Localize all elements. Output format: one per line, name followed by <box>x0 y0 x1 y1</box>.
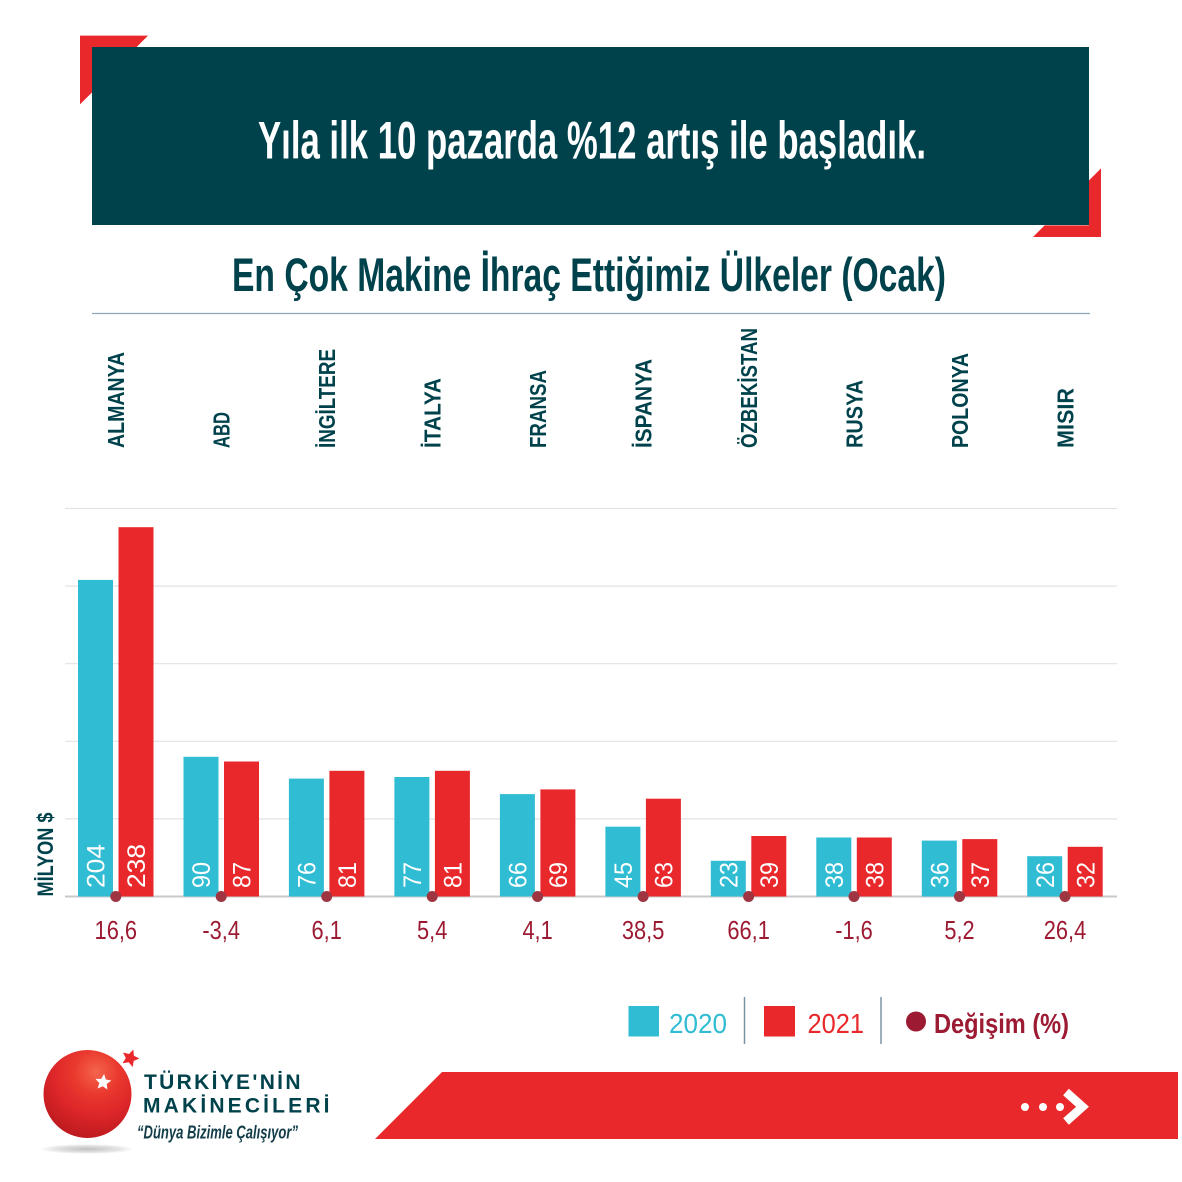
svg-text:81: 81 <box>440 862 468 888</box>
svg-text:4,1: 4,1 <box>522 915 552 945</box>
svg-text:45: 45 <box>610 862 638 888</box>
svg-text:MİLYON $: MİLYON $ <box>33 813 58 897</box>
svg-text:23: 23 <box>715 862 743 888</box>
svg-text:İNGİLTERE: İNGİLTERE <box>314 349 340 448</box>
svg-text:204: 204 <box>83 844 111 888</box>
svg-text:“Dünya Bizimle Çalışıyor”: “Dünya Bizimle Çalışıyor” <box>137 1123 298 1143</box>
svg-text:İSPANYA: İSPANYA <box>631 359 657 448</box>
svg-text:77: 77 <box>399 862 427 888</box>
svg-text:POLONYA: POLONYA <box>947 353 973 448</box>
svg-text:5,4: 5,4 <box>417 915 447 945</box>
svg-text:6,1: 6,1 <box>312 915 342 945</box>
svg-text:Değişim (%): Değişim (%) <box>934 1008 1069 1039</box>
svg-text:26: 26 <box>1032 862 1060 888</box>
svg-text:En Çok Makine İhraç Ettiğimiz: En Çok Makine İhraç Ettiğimiz Ülkeler (O… <box>232 248 946 301</box>
svg-text:38,5: 38,5 <box>622 915 665 945</box>
svg-text:81: 81 <box>334 862 362 888</box>
svg-text:ÖZBEKİSTAN: ÖZBEKİSTAN <box>736 328 762 448</box>
svg-text:87: 87 <box>229 862 257 888</box>
svg-text:36: 36 <box>926 862 954 888</box>
svg-text:FRANSA: FRANSA <box>525 370 551 448</box>
svg-text:RUSYA: RUSYA <box>841 380 867 448</box>
svg-text:MAKİNECİLERİ: MAKİNECİLERİ <box>143 1094 330 1117</box>
svg-text:ALMANYA: ALMANYA <box>103 352 129 448</box>
svg-text:238: 238 <box>123 844 151 888</box>
svg-text:ABD: ABD <box>209 412 235 448</box>
svg-text:MISIR: MISIR <box>1052 388 1078 448</box>
svg-text:Yıla ilk 10 pazarda %12 artış: Yıla ilk 10 pazarda %12 artış ile başlad… <box>258 111 926 170</box>
svg-text:26,4: 26,4 <box>1044 915 1087 945</box>
svg-text:TÜRKİYE'NİN: TÜRKİYE'NİN <box>144 1071 301 1094</box>
svg-text:76: 76 <box>294 862 322 888</box>
svg-text:16,6: 16,6 <box>95 915 138 945</box>
svg-text:İTALYA: İTALYA <box>420 378 446 448</box>
svg-text:63: 63 <box>651 862 679 888</box>
svg-text:-1,6: -1,6 <box>835 915 873 945</box>
svg-text:37: 37 <box>967 862 995 888</box>
svg-text:69: 69 <box>545 862 573 888</box>
svg-text:90: 90 <box>188 862 216 888</box>
svg-text:66,1: 66,1 <box>727 915 770 945</box>
svg-text:32: 32 <box>1072 862 1100 888</box>
svg-text:-3,4: -3,4 <box>202 915 240 945</box>
svg-text:2020: 2020 <box>669 1008 727 1039</box>
svg-text:2021: 2021 <box>808 1008 865 1039</box>
svg-text:39: 39 <box>756 862 784 888</box>
svg-text:38: 38 <box>861 862 889 888</box>
svg-text:5,2: 5,2 <box>944 915 974 945</box>
svg-text:38: 38 <box>821 862 849 888</box>
svg-text:66: 66 <box>505 862 533 888</box>
